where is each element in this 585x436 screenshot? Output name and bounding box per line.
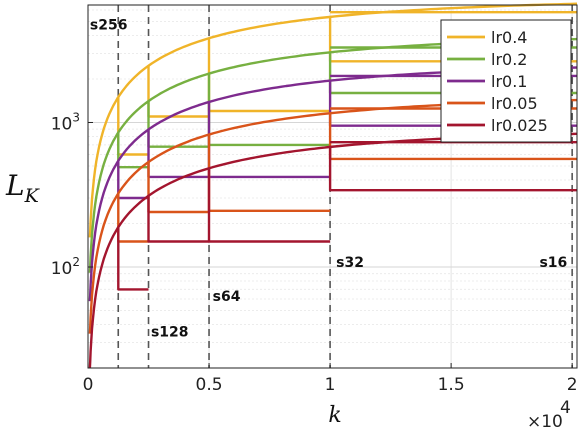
legend: lr0.4 lr0.2 lr0.1 lr0.05 lr0.025: [440, 19, 572, 143]
annotation-s256: s256: [90, 17, 128, 33]
annotation-s128: s128: [151, 325, 189, 341]
annotations: s256 s128 s64 s32 s16: [90, 17, 567, 340]
plateau-segment: [147, 162, 209, 214]
x-tick-label: 1.5: [438, 375, 465, 395]
annotation-s32: s32: [336, 255, 364, 271]
y-axis-label: LK: [5, 169, 41, 207]
x-tick-labels: 0 0.5 1 1.5 2: [83, 363, 578, 395]
plateau-segment: [328, 147, 577, 192]
x-tick-label: 0.5: [196, 375, 223, 395]
plot-frame: [87, 4, 578, 369]
y-tick-label: 102: [51, 255, 80, 279]
plateau-segment: [207, 38, 331, 113]
plateau-segment: [117, 132, 149, 169]
plateau-segment: [117, 227, 149, 291]
x-tick-label: 1: [325, 375, 336, 395]
legend-label: lr0.2: [491, 50, 527, 69]
x-multiplier-label: ×10: [527, 412, 563, 432]
plateau-segment: [207, 168, 331, 243]
x-axis-label: k: [328, 403, 341, 428]
annotation-s64: s64: [213, 289, 241, 305]
plateau-segment: [207, 73, 331, 147]
plateau-segment: [117, 193, 149, 243]
plateau-segment: [147, 195, 209, 243]
x-multiplier-exp: 4: [560, 398, 571, 418]
annotation-s16: s16: [539, 255, 567, 271]
legend-label: lr0.1: [491, 72, 527, 91]
legend-label: lr0.4: [491, 28, 527, 47]
plateau-segment: [147, 65, 209, 118]
x-tick-label: 2: [567, 375, 578, 395]
legend-label: lr0.025: [491, 116, 548, 135]
x-tick-label: 0: [83, 375, 94, 395]
y-tick-labels: 102 103: [51, 110, 93, 279]
y-tick-label: 103: [51, 110, 80, 134]
legend-label: lr0.05: [491, 94, 538, 113]
